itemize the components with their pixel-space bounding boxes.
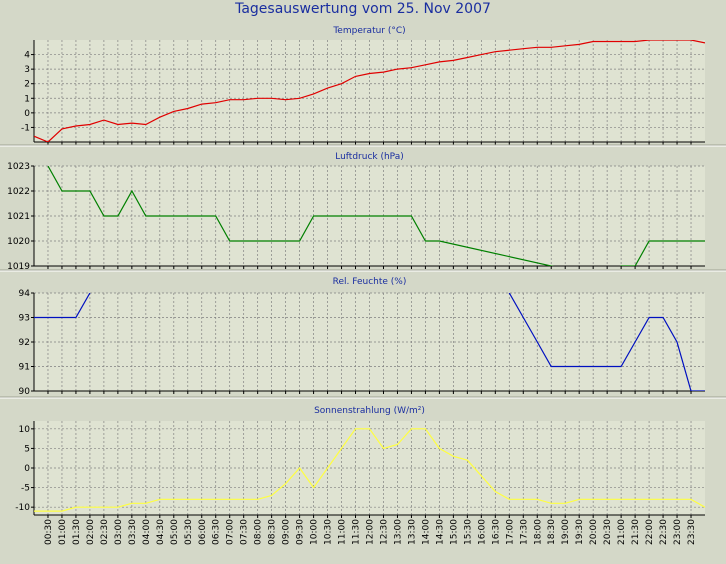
x-tick-label: 19:30 [575,519,585,545]
y-tick-label: 90 [19,387,31,397]
x-tick-label: 18:30 [547,519,557,545]
plot-area [34,40,705,142]
x-tick-label: 16:30 [491,519,501,545]
y-tick-label: 1 [24,94,30,104]
x-tick-label: 18:00 [533,519,543,545]
series-line [34,428,705,512]
x-tick-label: 15:00 [449,519,459,545]
x-tick-label: 07:30 [240,519,250,545]
x-tick-label: 13:30 [407,519,417,545]
panel-title: Rel. Feuchte (%) [333,277,407,287]
x-tick-label: 01:00 [58,519,68,545]
x-tick-label: 00:30 [44,519,54,545]
x-tick-label: 12:30 [379,519,389,545]
x-tick-label: 13:00 [393,519,403,545]
x-tick-label: 04:30 [156,519,166,545]
x-tick-label: 23:30 [687,519,697,545]
x-tick-label: 16:00 [477,519,487,545]
x-tick-label: 22:30 [659,519,669,545]
x-tick-label: 12:00 [366,519,376,545]
y-tick-label: 92 [19,338,30,348]
x-tick-label: 08:00 [254,519,264,545]
x-tick-label: 14:30 [435,519,445,545]
x-tick-label: 08:30 [268,519,278,545]
x-tick-label: 04:00 [142,519,152,545]
y-tick-label: 2 [24,80,30,90]
x-tick-label: 14:00 [421,519,431,545]
x-tick-label: 20:00 [589,519,599,545]
y-tick-label: -1 [21,123,30,133]
y-tick-label: 4 [24,51,30,61]
panel-title: Sonnenstrahlung (W/m²) [314,406,425,416]
x-tick-label: 15:30 [463,519,473,545]
x-tick-label: 11:30 [352,519,362,545]
series-line [34,293,705,391]
y-tick-label: 93 [19,314,30,324]
x-tick-label: 23:00 [673,519,683,545]
x-tick-label: 11:00 [338,519,348,545]
y-tick-label: 0 [24,464,30,474]
x-tick-label: 01:30 [72,519,82,545]
series-line [47,166,705,266]
y-tick-label: 1019 [7,262,30,272]
y-tick-label: 5 [24,444,30,454]
x-tick-label: 17:30 [519,519,529,545]
x-tick-label: 09:30 [296,519,306,545]
chart-title: Tagesauswertung vom 25. Nov 2007 [235,1,491,17]
y-tick-label: 10 [19,425,31,435]
y-tick-label: 1023 [7,162,30,172]
x-tick-label: 07:00 [226,519,236,545]
x-tick-label: 02:30 [100,519,110,545]
y-tick-label: 1022 [7,187,30,197]
y-tick-label: -10 [15,503,30,513]
y-tick-label: 0 [24,109,30,119]
x-tick-label: 10:00 [310,519,320,545]
x-tick-label: 21:30 [631,519,641,545]
x-tick-label: 02:00 [86,519,96,545]
x-tick-label: 06:30 [212,519,222,545]
y-tick-label: -5 [21,484,30,494]
x-tick-label: 03:00 [114,519,124,545]
x-tick-label: 22:00 [645,519,655,545]
x-tick-label: 21:00 [617,519,627,545]
series-line [34,40,705,142]
panel-title: Temperatur (°C) [332,26,405,36]
y-tick-label: 1020 [7,237,30,247]
x-tick-label: 09:00 [282,519,292,545]
y-tick-label: 3 [24,65,30,75]
x-tick-label: 20:30 [603,519,613,545]
panel-title: Luftdruck (hPa) [335,152,404,162]
x-tick-label: 19:00 [561,519,571,545]
x-tick-label: 06:00 [198,519,208,545]
y-tick-label: 1021 [7,212,30,222]
x-tick-label: 03:30 [128,519,138,545]
x-tick-label: 17:00 [505,519,515,545]
y-tick-label: 94 [19,289,31,299]
x-tick-label: 05:30 [184,519,194,545]
x-tick-label: 05:00 [170,519,180,545]
x-tick-label: 10:30 [324,519,334,545]
y-tick-label: 91 [19,363,30,373]
